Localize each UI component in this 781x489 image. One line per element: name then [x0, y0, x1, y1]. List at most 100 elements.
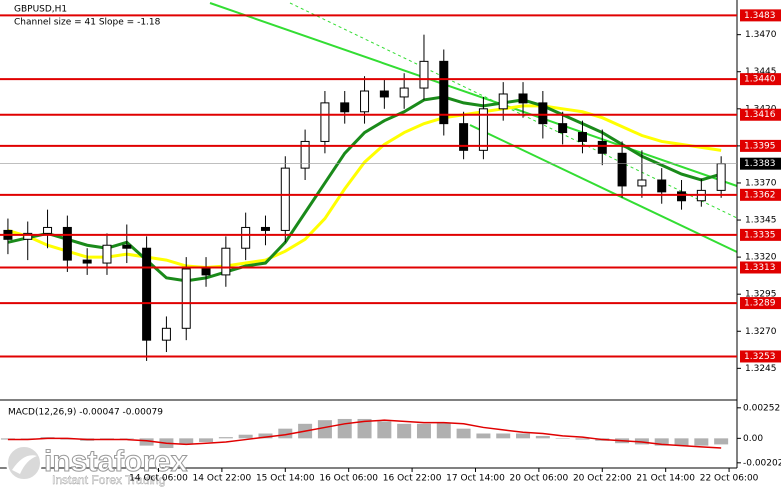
candle-body [122, 244, 132, 249]
plot-layer [0, 34, 729, 449]
macd-bar [555, 438, 570, 439]
level-label-box [740, 261, 781, 274]
y-tick-label: 0.00 [743, 434, 763, 444]
chart-subtitle: Channel size = 41 Slope = -1.18 [14, 18, 161, 28]
candle-body [102, 244, 112, 264]
last-price-box [740, 157, 781, 170]
x-tick-label: 20 Oct 22:00 [573, 474, 632, 484]
level-label-box [740, 73, 781, 86]
candle-body [459, 123, 469, 151]
macd-bar [496, 433, 511, 439]
watermark-brand: instaforex [44, 445, 188, 478]
y-tick-label: 1.3245 [745, 364, 777, 374]
candle-body [558, 123, 568, 134]
candle-body [360, 90, 370, 113]
x-tick-label: 14 Oct 06:00 [129, 474, 188, 484]
macd-bar [119, 438, 134, 439]
candle-body [577, 132, 587, 142]
candle-body [340, 102, 350, 113]
level-label-box [740, 108, 781, 121]
x-tick-label: 15 Oct 14:00 [256, 474, 315, 484]
y-tick-label: 0.00252 [743, 403, 780, 413]
macd-bar [436, 422, 451, 439]
last-price-label: 1.3383 [744, 159, 776, 169]
macd-bar [416, 423, 431, 439]
macd-bar [516, 433, 531, 439]
macd-bar [714, 438, 729, 445]
y-tick-label: 1.3370 [745, 178, 777, 188]
candle-body [280, 167, 290, 231]
macd-title: MACD(12,26,9) -0.00047 -0.00079 [8, 408, 163, 418]
watermark-tagline: Instant Forex Trading [52, 473, 165, 487]
macd-bar [337, 418, 352, 439]
level-label-box [740, 297, 781, 310]
level-label-box [740, 188, 781, 201]
macd-bar [694, 438, 709, 446]
level-label: 1.3313 [744, 263, 776, 273]
x-tick-label: 20 Oct 06:00 [510, 474, 569, 484]
macd-bar [674, 438, 689, 446]
candle-body [320, 102, 330, 142]
candle-body [399, 87, 409, 98]
x-tick-label: 22 Oct 06:00 [700, 474, 759, 484]
x-tick-label: 16 Oct 06:00 [319, 474, 378, 484]
macd-signal [7, 419, 722, 449]
macd-bar [258, 433, 273, 439]
candle-body [161, 327, 171, 341]
y-tick-label: 1.3345 [745, 216, 777, 226]
level-label-box [740, 139, 781, 152]
candle-body [181, 268, 191, 329]
x-tick-label: 17 Oct 14:00 [446, 474, 505, 484]
candle-body [439, 60, 449, 125]
candle-body [201, 268, 211, 276]
macd-bar [218, 437, 233, 439]
candle-body [260, 226, 270, 231]
candle-body [379, 90, 389, 98]
level-label: 1.3440 [744, 75, 776, 85]
candle-body [241, 226, 251, 249]
level-label: 1.3483 [744, 11, 776, 21]
level-label: 1.3253 [744, 352, 776, 362]
candle-body [518, 93, 528, 104]
watermark: instaforex Instant Forex Trading [6, 444, 188, 487]
y-tick-label: 1.3470 [745, 30, 777, 40]
y-tick-label: 1.3295 [745, 290, 777, 300]
macd-bar [199, 438, 214, 442]
macd-bar [139, 438, 154, 446]
macd-bar [278, 428, 293, 439]
candle-body [657, 179, 667, 193]
candle-body [538, 102, 548, 125]
candle-body [419, 60, 429, 89]
macd-bar [535, 435, 550, 439]
level-label: 1.3289 [744, 299, 776, 309]
level-label: 1.3416 [744, 110, 776, 120]
y-tick-label: 1.3270 [745, 327, 777, 337]
y-tick-label: 1.3445 [745, 67, 777, 77]
candle-body [23, 232, 33, 240]
level-label: 1.3335 [744, 230, 776, 240]
macd-bar [179, 438, 194, 445]
y-tick-label: 1.3320 [745, 253, 777, 263]
x-tick-label: 14 Oct 22:00 [193, 474, 252, 484]
macd-bar [317, 420, 332, 439]
channel-mid [289, 2, 738, 219]
candle-body [82, 259, 92, 264]
candle-body [637, 179, 647, 187]
candle-body [716, 163, 726, 191]
candle-body [617, 152, 627, 187]
candle-body [677, 191, 687, 202]
macd-bar [397, 423, 412, 439]
x-tick-label: 16 Oct 22:00 [383, 474, 442, 484]
channel-upper [209, 2, 738, 187]
x-tick-label: 21 Oct 14:00 [636, 474, 695, 484]
level-label-box [740, 9, 781, 22]
level-label: 1.3362 [744, 190, 776, 200]
candle-body [478, 108, 488, 151]
level-label-box [740, 228, 781, 241]
macd-bar [476, 433, 491, 439]
candle-body [142, 247, 152, 341]
candle-body [300, 140, 310, 169]
logo-swoosh [12, 455, 37, 474]
candle-body [62, 226, 72, 261]
